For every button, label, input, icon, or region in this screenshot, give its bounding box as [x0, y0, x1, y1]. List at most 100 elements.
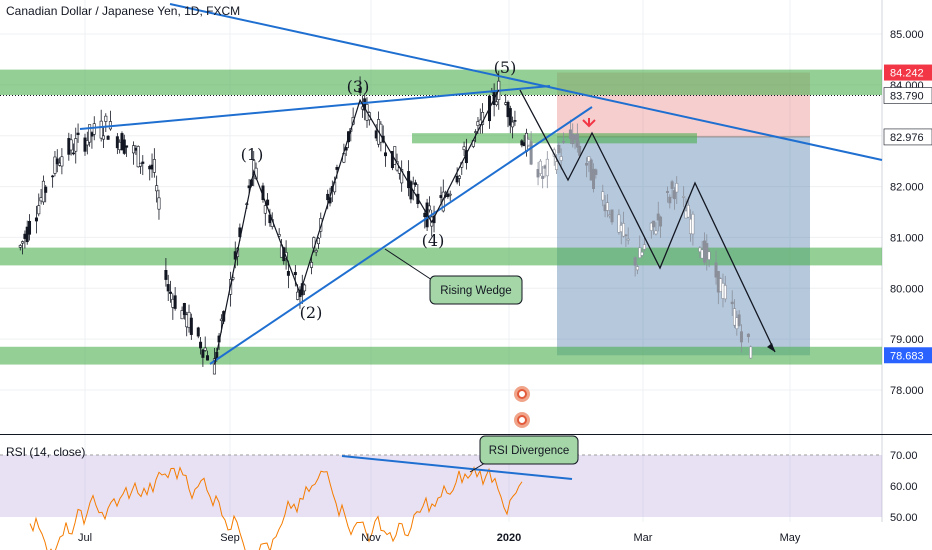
candle-body — [60, 156, 64, 167]
candle-body — [654, 230, 658, 235]
candle-body — [358, 87, 362, 93]
candle-body — [212, 358, 216, 375]
candle-body — [601, 191, 605, 201]
price-label-box — [883, 128, 932, 146]
wedge-upper-line — [79, 85, 551, 130]
candle-body — [585, 162, 589, 166]
candle-body — [201, 349, 205, 358]
candle-body — [383, 152, 387, 157]
wedge-lower-line — [209, 106, 593, 365]
event-markers[interactable] — [514, 386, 530, 428]
candle-body — [303, 284, 307, 292]
candle-body — [101, 135, 105, 140]
candle-body — [587, 156, 591, 162]
candle-body — [152, 159, 156, 173]
candle-body — [622, 223, 626, 237]
time-tick: Sep — [220, 532, 240, 544]
candle-body — [626, 238, 630, 241]
time-tick: Jul — [78, 532, 92, 544]
candle-body — [414, 182, 418, 185]
time-tick: Nov — [361, 532, 381, 544]
price-tick: 85.000 — [890, 29, 924, 41]
candle-body — [455, 175, 459, 183]
candle-body — [457, 175, 461, 179]
descending-trendline — [169, 3, 883, 161]
candle-body — [21, 241, 25, 244]
price-label-text: 83.790 — [890, 91, 924, 103]
candle-body — [652, 220, 656, 228]
candle-body — [746, 333, 750, 338]
wave-label: (1) — [241, 145, 264, 164]
candle-body — [141, 161, 145, 164]
price-label-box — [884, 347, 932, 364]
sell-arrow-icon — [582, 118, 596, 128]
candle-body — [138, 162, 142, 167]
time-axis-ticks: Jul Sep Nov 2020 Mar May — [78, 532, 801, 544]
candle-body — [624, 234, 628, 237]
rsi-line — [29, 466, 523, 550]
candle-body — [707, 251, 711, 260]
rising-wedge-callout[interactable]: Rising Wedge — [384, 248, 523, 305]
candle-body — [670, 181, 674, 189]
candle-body — [106, 135, 110, 140]
rsi-title[interactable]: RSI (14, close) — [6, 445, 86, 459]
candle-body — [293, 272, 297, 276]
rsi-tick: 60.00 — [890, 481, 918, 493]
candle-body — [199, 341, 203, 349]
candle-body — [635, 266, 639, 271]
candle-body — [545, 158, 549, 177]
wave-label: (4) — [422, 231, 445, 250]
candle-body — [393, 146, 397, 165]
rsi-divergence-box — [479, 435, 579, 465]
candle-body — [203, 347, 207, 351]
candle-body — [335, 167, 339, 170]
candle-body — [169, 291, 173, 294]
rsi-band — [0, 455, 882, 517]
symbol-title[interactable]: Canadian Dollar / Japanese Yen, 1D, FXCM — [6, 4, 241, 18]
target-area — [557, 136, 810, 356]
green-zone — [0, 69, 882, 96]
candle-body — [314, 250, 318, 253]
candle-body — [605, 202, 609, 211]
candle-body — [640, 251, 644, 256]
candle-body — [675, 183, 679, 193]
candle-body — [164, 270, 168, 280]
candle-body — [74, 138, 78, 152]
candle-body — [286, 271, 290, 276]
candle-body — [739, 331, 743, 343]
candle-body — [672, 190, 676, 200]
wave-label: (5) — [494, 58, 517, 77]
candle-body — [462, 146, 466, 150]
candle-body — [561, 141, 565, 143]
candle-body — [136, 146, 140, 168]
price-labels: 84.242 83.790 82.976 78.683 — [883, 64, 932, 364]
candle-body — [263, 205, 267, 214]
candle-body — [448, 193, 452, 196]
drawings — [79, 3, 883, 365]
projection-arrowhead — [767, 343, 775, 352]
candle-body — [76, 132, 80, 135]
wave-label: (3) — [347, 77, 370, 96]
rsi-divergence-callout[interactable]: RSI Divergence — [469, 435, 579, 473]
candle-body — [104, 115, 108, 122]
candle-body — [182, 303, 186, 315]
candle-body — [749, 346, 753, 359]
candle-body — [559, 156, 563, 161]
candle-body — [85, 140, 89, 146]
candle-body — [189, 317, 193, 335]
candle-body — [69, 139, 73, 151]
candle-body — [18, 245, 22, 248]
candle-body — [529, 141, 533, 165]
candle-body — [71, 152, 75, 155]
candle-body — [44, 186, 48, 193]
candle-body — [513, 120, 517, 122]
candle-body — [173, 295, 177, 309]
rising-wedge-label: Rising Wedge — [440, 285, 511, 297]
candle-body — [592, 168, 596, 189]
green-zone — [412, 133, 697, 144]
candle-body — [196, 327, 200, 337]
price-tick: 79.000 — [890, 334, 924, 346]
rsi-tick: 50.00 — [890, 512, 918, 524]
candle-body — [400, 169, 404, 184]
